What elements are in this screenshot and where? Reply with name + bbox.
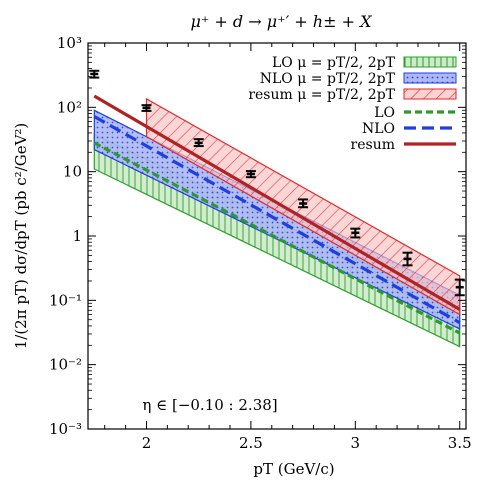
x-tick-label: 2.5 — [239, 434, 263, 452]
legend-label: NLO μ = pT/2, 2pT — [260, 71, 396, 87]
data-point — [193, 138, 204, 148]
data-point — [141, 104, 152, 112]
y-tick-label: 1 — [72, 227, 82, 245]
data-point — [350, 227, 361, 239]
x-tick-label: 2 — [142, 434, 152, 452]
chart-title: μ⁺ + d → μ⁺′ + h± + X — [191, 12, 373, 31]
series-line-lo — [93, 141, 461, 335]
data-point — [298, 198, 309, 209]
y-tick-label: 10³ — [57, 34, 82, 52]
eta-range-annotation: η ∈ [−0.10 : 2.38] — [142, 396, 277, 414]
legend-label: NLO — [362, 121, 395, 137]
y-tick-label: 10⁻³ — [49, 420, 82, 438]
y-tick-label: 10⁻² — [49, 356, 82, 374]
x-tick-label: 3 — [351, 434, 361, 452]
legend-swatch — [403, 88, 457, 100]
data-point — [454, 278, 465, 297]
y-tick-label: 10⁻¹ — [49, 291, 82, 309]
x-tick-label: 3.5 — [448, 434, 472, 452]
series-line-resum — [93, 94, 461, 311]
x-axis-label: pT (GeV/c) — [253, 460, 334, 478]
legend-swatch — [403, 72, 457, 84]
y-tick-label: 10 — [63, 163, 82, 181]
y-axis-label: 1/(2π pT) dσ/dpT (pb c²/GeV²) — [12, 123, 30, 350]
series-line-nlo — [93, 115, 461, 325]
legend-label: resum — [351, 137, 395, 153]
y-tick-label: 10² — [57, 98, 82, 116]
legend-label: LO μ = pT/2, 2pT — [272, 55, 396, 71]
legend-label: LO — [374, 105, 395, 121]
data-point — [89, 69, 100, 79]
data-point — [245, 170, 256, 179]
data-point — [402, 251, 413, 267]
legend-swatch — [403, 56, 457, 68]
legend-label: resum μ = pT/2, 2pT — [248, 87, 395, 103]
